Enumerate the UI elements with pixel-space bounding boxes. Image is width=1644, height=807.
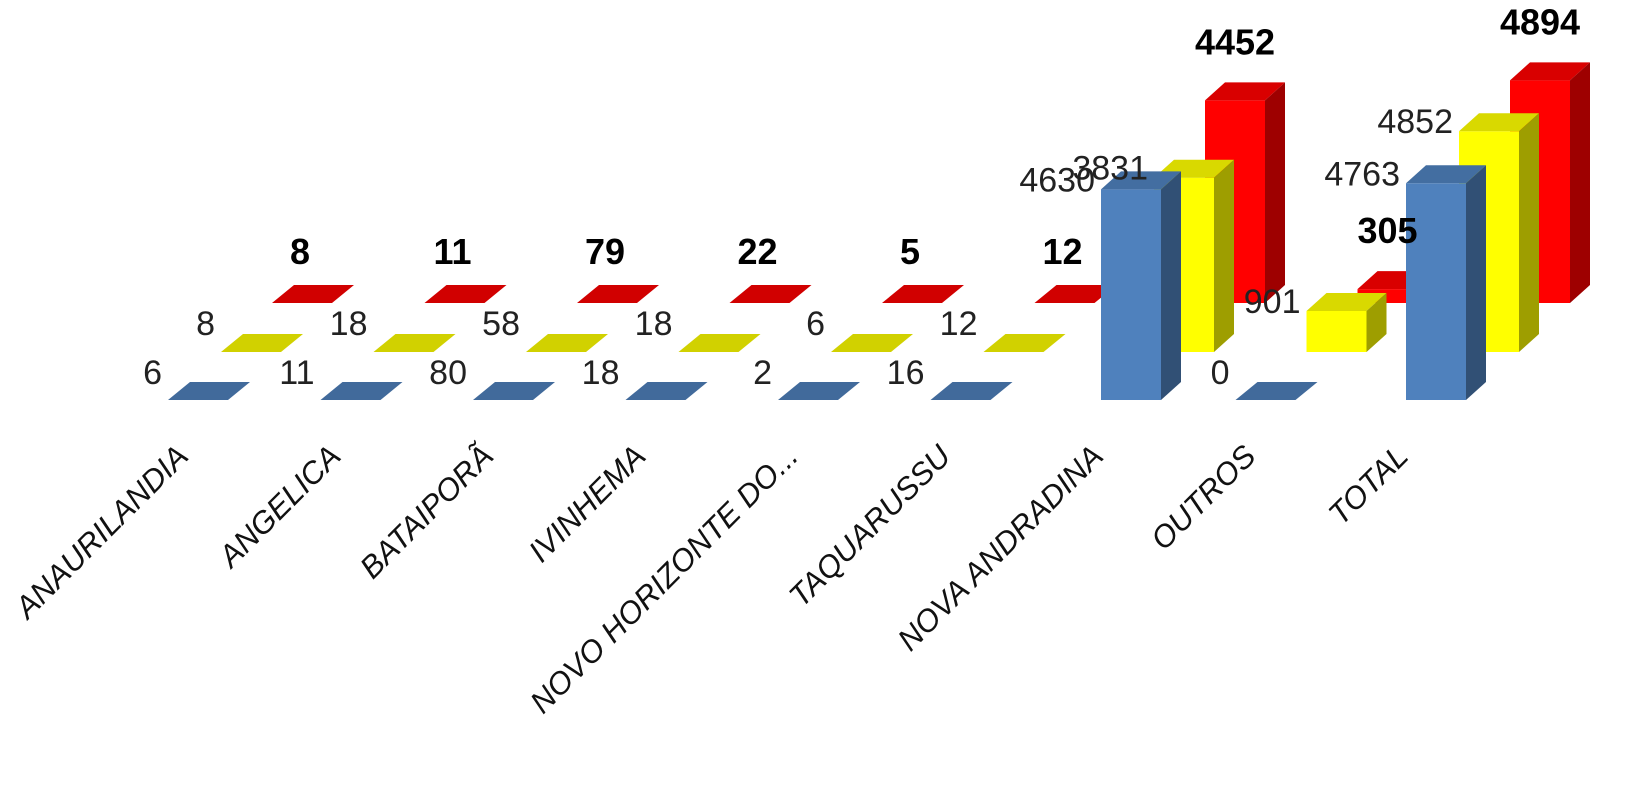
bar-series1-1 xyxy=(320,382,403,400)
category-label-8: TOTAL xyxy=(1322,438,1415,531)
category-label-0: ANAURILANDIA xyxy=(7,438,195,626)
data-label-series2-1: 18 xyxy=(330,305,368,343)
bar-series3-5 xyxy=(1034,285,1117,303)
bar-series3-0 xyxy=(272,285,354,303)
bar-series2-0 xyxy=(221,334,303,352)
bar-series2-5 xyxy=(983,334,1066,352)
data-label-series3-0: 8 xyxy=(290,231,310,272)
data-label-series1-5: 16 xyxy=(887,354,925,392)
data-label-series2-7: 901 xyxy=(1244,283,1301,321)
bar-series1-6 xyxy=(1101,171,1181,400)
bar-series2-4 xyxy=(831,334,913,352)
data-label-series1-0: 6 xyxy=(143,354,162,392)
bar-series3-2 xyxy=(577,285,659,303)
category-labels-layer: ANAURILANDIA ANGELICA BATAIPORÃ IVINHEMANOV… xyxy=(7,438,1415,720)
category-label-2: BATAIPORÃ xyxy=(353,438,500,585)
bar-series3-1 xyxy=(424,285,507,303)
bar-series2-3 xyxy=(678,334,761,352)
bar-series2-1 xyxy=(373,334,456,352)
data-label-series3-6: 4452 xyxy=(1195,21,1275,62)
bar-series1-2 xyxy=(473,382,555,400)
category-label-1: ANGELICA xyxy=(210,438,347,575)
bars-layer xyxy=(168,62,1590,400)
data-label-series3-2: 79 xyxy=(585,231,625,272)
data-label-series2-8: 4852 xyxy=(1377,103,1453,141)
bar-series1-0 xyxy=(168,382,250,400)
bar-series2-2 xyxy=(526,334,608,352)
data-label-series2-2: 58 xyxy=(482,305,520,343)
data-label-series1-4: 2 xyxy=(753,354,772,392)
category-label-7: OUTROS xyxy=(1144,438,1263,557)
bar-series3-3 xyxy=(729,285,812,303)
bar-series3-4 xyxy=(882,285,964,303)
bar-series3-6 xyxy=(1205,82,1285,304)
data-label-series1-6: 4630 xyxy=(1019,161,1095,199)
data-label-series2-4: 6 xyxy=(806,305,825,343)
data-label-series1-8: 4763 xyxy=(1324,155,1400,193)
bar-series1-4 xyxy=(778,382,860,400)
data-label-series3-8: 4894 xyxy=(1500,1,1580,42)
bar-series2-7 xyxy=(1306,293,1387,352)
category-label-4: NOVO HORIZONTE DO... xyxy=(523,438,805,720)
bar-series1-7 xyxy=(1235,382,1318,400)
data-label-series3-5: 12 xyxy=(1042,231,1082,272)
category-label-5: TAQUARUSSU xyxy=(782,438,958,614)
data-label-series2-0: 8 xyxy=(196,305,215,343)
data-label-series2-6: 3831 xyxy=(1072,150,1148,188)
data-label-series1-3: 18 xyxy=(582,354,620,392)
bar-series1-3 xyxy=(625,382,708,400)
data-label-series2-5: 12 xyxy=(940,305,978,343)
bar-series1-8 xyxy=(1406,165,1486,400)
data-label-series3-7: 305 xyxy=(1357,210,1417,251)
category-label-3: IVINHEMA xyxy=(522,438,653,569)
data-label-series3-4: 5 xyxy=(900,231,920,272)
data-label-series3-1: 11 xyxy=(433,231,471,272)
bar-series1-5 xyxy=(930,382,1013,400)
data-label-series1-2: 80 xyxy=(429,354,467,392)
data-label-series1-7: 0 xyxy=(1211,354,1230,392)
data-label-series1-1: 11 xyxy=(279,354,314,392)
data-label-series2-3: 18 xyxy=(635,305,673,343)
data-label-series3-3: 22 xyxy=(737,231,777,272)
